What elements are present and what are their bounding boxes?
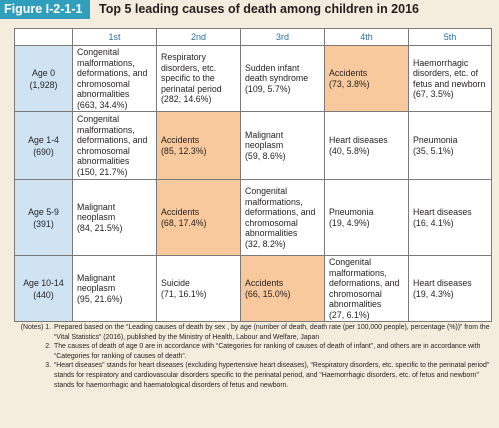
note-text: The causes of death of age 0 are in acco… xyxy=(54,343,481,360)
note-text: “Heart diseases” stands for heart diseas… xyxy=(54,362,490,389)
rank-cell: Haemorrhagic disorders, etc. of fetus an… xyxy=(408,45,492,112)
note-item: 3. “Heart diseases” stands for heart dis… xyxy=(12,361,494,390)
table-row-age-0: Age 0 (1,928) Congenital malformations, … xyxy=(14,45,492,112)
cause-stat: (40, 5.8%) xyxy=(329,145,370,156)
cause-stat: (95, 21.6%) xyxy=(77,293,123,304)
age-group-label: Age 5-9 xyxy=(28,206,59,217)
rank-cell: Congenital malformations, deformations, … xyxy=(240,179,325,256)
column-header-corner xyxy=(14,28,73,46)
rank-cell: Congenital malformations, deformations, … xyxy=(72,111,157,180)
note-number: (Notes) 1. xyxy=(20,324,51,331)
age-group-total: (440) xyxy=(33,289,54,300)
cause-name: Heart diseases xyxy=(413,207,472,217)
cause-stat: (35, 5.1%) xyxy=(413,145,454,156)
cause-name: Pneumonia xyxy=(413,135,458,145)
rank-cell: Sudden infant death syndrome (109, 5.7%) xyxy=(240,45,325,112)
rank-cell-accidents: Accidents (85, 12.3%) xyxy=(156,111,241,180)
column-header-5th: 5th xyxy=(408,28,492,46)
cause-stat: (68, 17.4%) xyxy=(161,217,207,228)
cause-stat: (150, 21.7%) xyxy=(77,166,128,177)
cause-stat: (32, 8.2%) xyxy=(245,238,286,249)
column-header-4th: 4th xyxy=(324,28,409,46)
note-item: (Notes) 1. Prepared based on the “Leadin… xyxy=(12,323,494,342)
rank-cell-accidents: Accidents (73, 3.8%) xyxy=(324,45,409,112)
age-group-cell: Age 5-9 (391) xyxy=(14,179,73,256)
cause-stat: (84, 21.5%) xyxy=(77,222,123,233)
cause-stat: (59, 8.6%) xyxy=(245,150,286,161)
cause-name: Pneumonia xyxy=(329,207,374,217)
rank-cell: Congenital malformations, deformations, … xyxy=(324,255,409,322)
rank-cell: Malignant neoplasm (95, 21.6%) xyxy=(72,255,157,322)
cause-stat: (109, 5.7%) xyxy=(245,83,291,94)
note-number: 3. xyxy=(45,362,51,370)
note-item: 2. The causes of death of age 0 are in a… xyxy=(12,342,494,361)
cause-name: Congenital malformations, deformations, … xyxy=(329,257,400,309)
cause-stat: (27, 6.1%) xyxy=(329,309,370,320)
cause-stat: (71, 16.1%) xyxy=(161,288,207,299)
causes-table-container: 1st 2nd 3rd 4th 5th Age 0 (1,928) Congen… xyxy=(14,28,492,322)
cause-name: Heart diseases xyxy=(413,278,472,288)
cause-name: Congenital malformations, deformations, … xyxy=(245,186,316,238)
age-group-total: (391) xyxy=(33,218,54,229)
cause-name: Suicide xyxy=(161,278,190,288)
cause-name: Malignant neoplasm xyxy=(245,129,284,151)
rank-cell: Malignant neoplasm (59, 8.6%) xyxy=(240,111,325,180)
column-header-1st: 1st xyxy=(72,28,157,46)
cause-name: Accidents xyxy=(329,68,368,78)
causes-of-death-table: 1st 2nd 3rd 4th 5th Age 0 (1,928) Congen… xyxy=(14,28,492,322)
cause-stat: (663, 34.4%) xyxy=(77,99,128,110)
cause-name: Accidents xyxy=(245,278,284,288)
cause-stat: (16, 4.1%) xyxy=(413,217,454,228)
table-row-age-5-9: Age 5-9 (391) Malignant neoplasm (84, 21.… xyxy=(14,179,492,256)
column-header-2nd: 2nd xyxy=(156,28,241,46)
cause-name: Accidents xyxy=(161,207,200,217)
age-group-label: Age 10-14 xyxy=(23,277,64,288)
cause-stat: (73, 3.8%) xyxy=(329,78,370,89)
cause-name: Malignant neoplasm xyxy=(77,201,116,223)
age-group-cell: Age 10-14 (440) xyxy=(14,255,73,322)
cause-name: Heart diseases xyxy=(329,135,388,145)
note-number: 2. xyxy=(45,343,51,351)
rank-cell: Malignant neoplasm (84, 21.5%) xyxy=(72,179,157,256)
cause-name: Accidents xyxy=(161,135,200,145)
cause-name: Congenital malformations, deformations, … xyxy=(77,114,148,166)
figure-label: Figure I-2-1-1 xyxy=(0,0,90,19)
column-header-3rd: 3rd xyxy=(240,28,325,46)
age-group-label: Age 1-4 xyxy=(28,134,59,145)
rank-cell: Pneumonia (19, 4.9%) xyxy=(324,179,409,256)
cause-name: Sudden infant death syndrome xyxy=(245,62,309,84)
cause-stat: (19, 4.9%) xyxy=(329,217,370,228)
cause-stat: (66, 15.0%) xyxy=(245,288,291,299)
rank-cell: Heart diseases (40, 5.8%) xyxy=(324,111,409,180)
age-group-total: (690) xyxy=(33,146,54,157)
cause-name: Haemorrhagic disorders, etc. of fetus an… xyxy=(413,57,486,89)
table-header-row: 1st 2nd 3rd 4th 5th xyxy=(14,28,492,46)
rank-cell-accidents: Accidents (66, 15.0%) xyxy=(240,255,325,322)
notes-section: (Notes) 1. Prepared based on the “Leadin… xyxy=(12,323,494,390)
cause-stat: (282, 14.6%) xyxy=(161,94,212,105)
rank-cell: Respiratory disorders, etc. specific to … xyxy=(156,45,241,112)
cause-stat: (67, 3.5%) xyxy=(413,89,454,99)
table-row-age-10-14: Age 10-14 (440) Malignant neoplasm (95, 2… xyxy=(14,255,492,322)
figure-header: Figure I-2-1-1 Top 5 leading causes of d… xyxy=(0,0,499,19)
cause-stat: (85, 12.3%) xyxy=(161,145,207,156)
age-group-total: (1,928) xyxy=(29,79,58,90)
table-row-age-1-4: Age 1-4 (690) Congenital malformations, … xyxy=(14,111,492,180)
cause-name: Malignant neoplasm xyxy=(77,272,116,294)
rank-cell: Heart diseases (19, 4.3%) xyxy=(408,255,492,322)
note-text: Prepared based on the “Leading causes of… xyxy=(54,324,490,341)
rank-cell: Suicide (71, 16.1%) xyxy=(156,255,241,322)
cause-name: Respiratory disorders, etc. specific to … xyxy=(161,52,222,94)
rank-cell: Congenital malformations, deformations, … xyxy=(72,45,157,112)
rank-cell: Pneumonia (35, 5.1%) xyxy=(408,111,492,180)
cause-stat: (19, 4.3%) xyxy=(413,288,454,299)
rank-cell-accidents: Accidents (68, 17.4%) xyxy=(156,179,241,256)
age-group-cell: Age 0 (1,928) xyxy=(14,45,73,112)
cause-name: Congenital malformations, deformations, … xyxy=(77,47,148,99)
figure-title: Top 5 leading causes of death among chil… xyxy=(99,2,419,16)
age-group-label: Age 0 xyxy=(32,67,55,78)
rank-cell: Heart diseases (16, 4.1%) xyxy=(408,179,492,256)
age-group-cell: Age 1-4 (690) xyxy=(14,111,73,180)
